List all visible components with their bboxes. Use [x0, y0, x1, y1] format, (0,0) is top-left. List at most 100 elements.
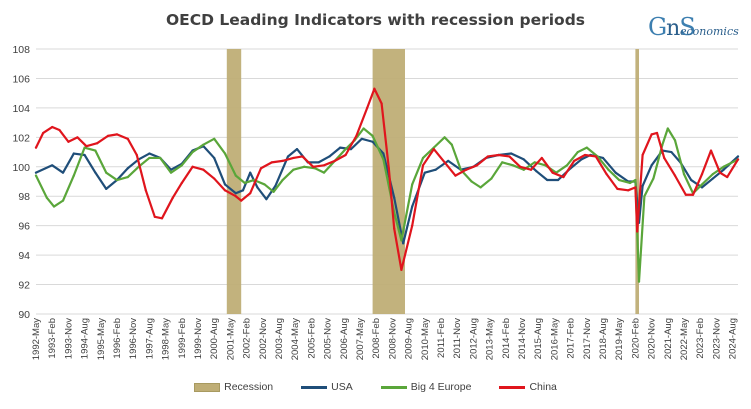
series-point-usa: [650, 164, 653, 167]
series-point-china: [421, 164, 425, 167]
chart-plot: 90 92 94 96 98 100 102 104 106 108 1992-May 1993-Fe…: [12, 44, 740, 360]
series-point-china: [519, 165, 522, 168]
series-point-china: [144, 189, 147, 192]
series-point-usa: [601, 156, 605, 160]
series-point-big-4-europe: [652, 177, 655, 180]
series-point-big-4-europe: [126, 175, 129, 179]
series-point-china: [34, 146, 38, 149]
legend-item-big4-europe: Big 4 Europe: [380, 381, 471, 393]
series-point-china: [700, 173, 704, 176]
series-point-china: [673, 174, 677, 177]
series-point-usa: [34, 171, 38, 174]
series-point-big-4-europe: [459, 168, 462, 171]
legend-item-china: China: [499, 381, 557, 393]
legend-swatch-usa: [301, 385, 328, 389]
series-point-usa: [423, 171, 426, 174]
x-tick-label: 2013-May: [485, 318, 496, 360]
series-point-china: [400, 268, 403, 271]
series-point-usa: [510, 152, 513, 155]
series-point-big-4-europe: [263, 183, 266, 186]
series-point-china: [443, 161, 446, 164]
series-point-china: [627, 189, 630, 192]
series-point-big-4-europe: [61, 199, 65, 202]
series-point-china: [191, 165, 194, 168]
series-point-china: [180, 181, 183, 185]
y-tick-label: 94: [18, 250, 30, 262]
x-tick-label: 2012-Aug: [468, 318, 479, 359]
series-point-big-4-europe: [83, 146, 86, 149]
x-tick-label: 2014-Nov: [517, 318, 528, 359]
series-point-usa: [274, 184, 277, 188]
series-point-china: [106, 134, 110, 137]
series-point-china: [616, 187, 619, 190]
series-point-big-4-europe: [303, 165, 306, 168]
series-point-usa: [105, 187, 108, 190]
series-point-china: [312, 165, 315, 168]
x-tick-label: 2011-Nov: [452, 318, 463, 359]
series-point-usa: [286, 155, 290, 158]
series-point-usa: [148, 152, 151, 155]
series-point-china: [115, 133, 119, 136]
x-tick-label: 1999-Nov: [193, 318, 204, 359]
x-tick-label: 2003-Aug: [274, 318, 285, 359]
series-point-china: [366, 106, 369, 109]
x-tick-label: 2016-May: [549, 318, 560, 360]
series-point-china: [497, 153, 500, 157]
series-point-china: [691, 193, 695, 196]
series-point-china: [240, 199, 243, 202]
series-point-china: [465, 168, 468, 171]
series-point-china: [259, 167, 263, 170]
series-point-usa: [641, 184, 644, 188]
series-point-china: [171, 196, 174, 199]
series-point-big-4-europe: [511, 164, 515, 167]
series-point-big-4-europe: [618, 178, 621, 182]
series-point-big-4-europe: [637, 280, 641, 283]
series-point-usa: [241, 189, 245, 192]
series-point-usa: [72, 152, 75, 155]
series-point-china: [153, 215, 156, 218]
series-point-big-4-europe: [722, 165, 725, 168]
series-point-big-4-europe: [45, 196, 48, 199]
series-point-usa: [535, 170, 538, 173]
legend-label-recession: Recession: [224, 381, 274, 393]
y-tick-label: 104: [12, 103, 30, 115]
series-point-china: [562, 175, 565, 179]
series-point-china: [508, 155, 511, 158]
series-point-china: [270, 161, 273, 164]
series-point-china: [583, 153, 587, 157]
x-tick-label: 2024-Aug: [728, 318, 739, 359]
x-tick-label: 2002-Feb: [242, 318, 253, 359]
x-tick-label: 2020-Nov: [647, 318, 658, 359]
series-point-usa: [223, 183, 227, 186]
chart-legend: Recession USA Big 4 Europe China: [0, 381, 751, 393]
series-point-big-4-europe: [673, 139, 677, 142]
series-point-usa: [360, 137, 363, 140]
x-tick-label: 2018-Aug: [598, 318, 609, 359]
legend-swatch-big4-europe: [380, 385, 407, 389]
series-point-usa: [580, 158, 583, 161]
series-point-china: [85, 145, 88, 148]
series-point-big-4-europe: [159, 156, 162, 160]
series-point-big-4-europe: [382, 158, 385, 161]
series-point-big-4-europe: [243, 181, 246, 185]
recession-band: [226, 49, 242, 314]
series-point-china: [58, 128, 61, 132]
series-point-usa: [126, 167, 129, 170]
series-point-usa: [234, 192, 237, 195]
series-point-china: [475, 164, 479, 167]
series-point-big-4-europe: [666, 127, 669, 130]
series-point-big-4-europe: [576, 150, 579, 154]
series-point-china: [373, 87, 376, 90]
logo-monogram: GnS: [648, 13, 696, 41]
x-tick-label: 2007-May: [355, 318, 366, 360]
series-point-china: [126, 137, 129, 140]
series-point-big-4-europe: [281, 178, 284, 182]
legend-swatch-china: [499, 385, 526, 389]
series-point-usa: [670, 150, 673, 154]
series-point-big-4-europe: [202, 143, 205, 146]
y-tick-label: 98: [18, 191, 30, 203]
series-point-usa: [94, 171, 97, 174]
series-point-usa: [265, 198, 268, 201]
series-point-big-4-europe: [585, 146, 588, 149]
logo-wordmark: economics: [680, 25, 739, 38]
